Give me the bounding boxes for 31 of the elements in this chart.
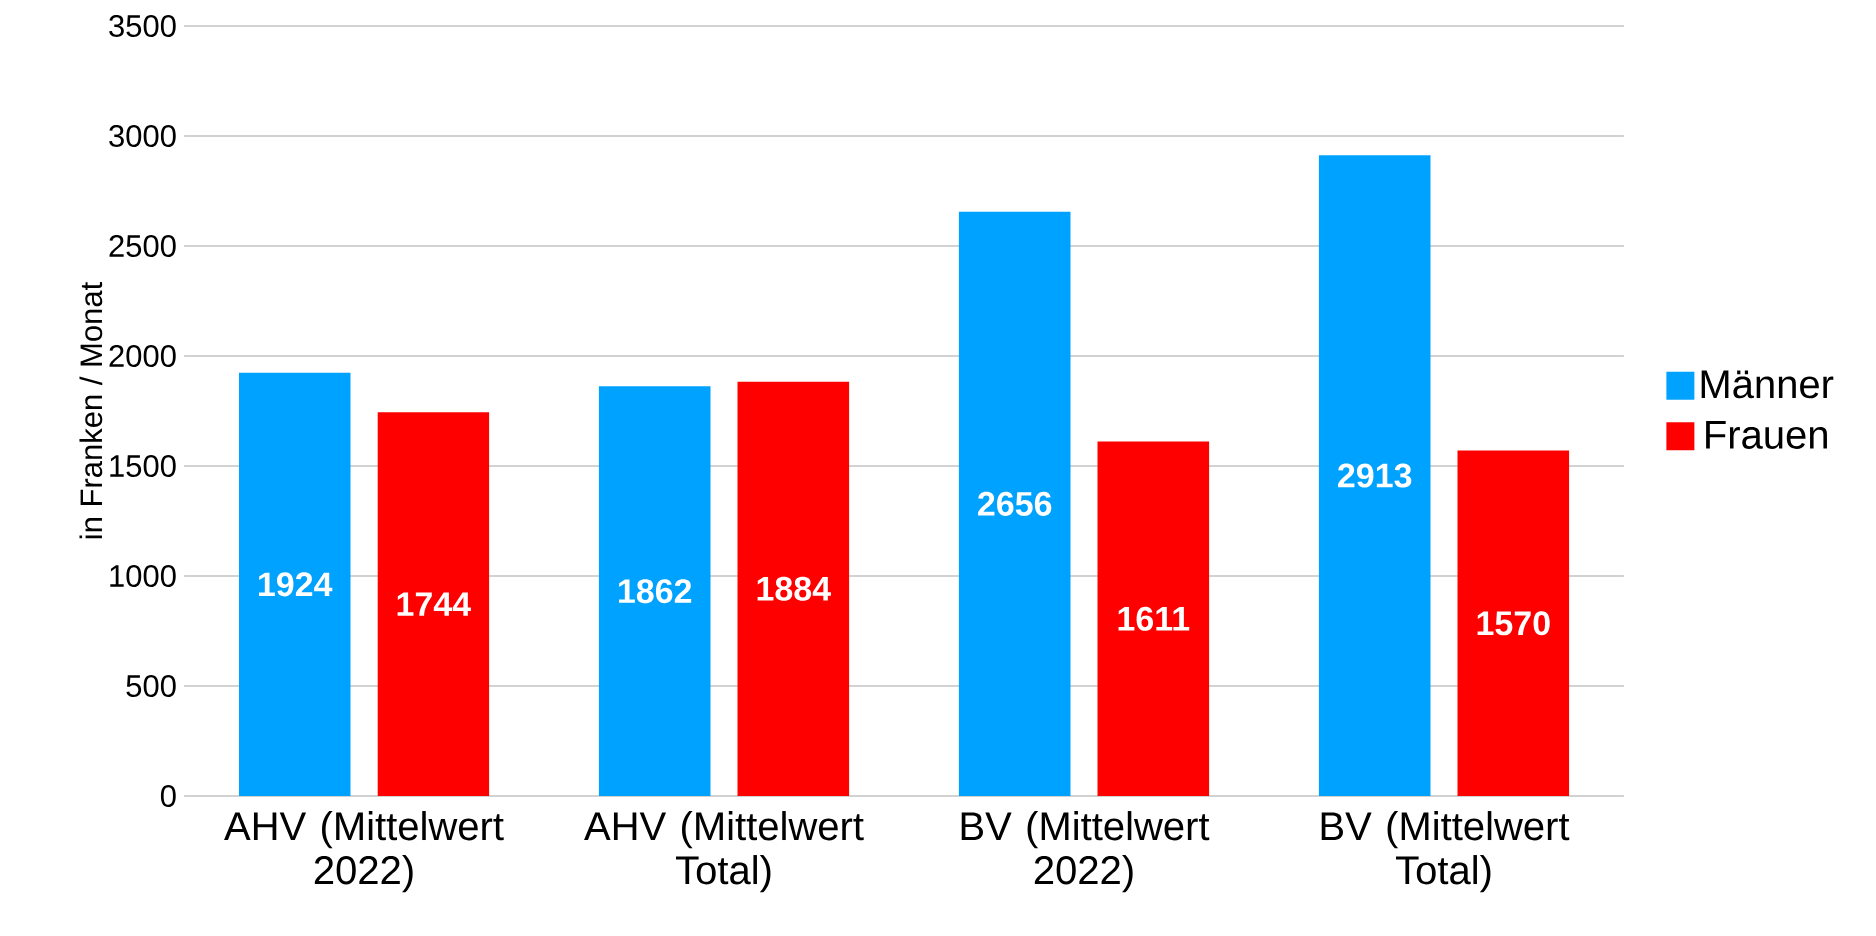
- bar: [1318, 155, 1431, 796]
- y-tick-label: 500: [126, 675, 176, 697]
- data-label: 2913: [1338, 463, 1412, 488]
- data-label: 2656: [978, 491, 1052, 516]
- y-tick-label: 2500: [109, 235, 176, 257]
- data-label: 1862: [619, 579, 692, 604]
- y-tick-label: 0: [160, 785, 176, 807]
- legend-label: Männer: [1701, 370, 1834, 399]
- y-axis-title: in Franken / Monat: [79, 282, 103, 539]
- y-tick-label: 2000: [109, 345, 176, 367]
- bar: [1457, 450, 1570, 796]
- data-label: 1570: [1477, 611, 1550, 636]
- x-tick-label: BV (Mittelwert 2022): [961, 811, 1210, 893]
- x-tick-label: AHV (Mittelwert 2022): [224, 811, 504, 893]
- y-tick-label: 1000: [110, 565, 176, 587]
- data-label: 1744: [397, 592, 471, 616]
- legend-label: Frauen: [1706, 421, 1827, 449]
- bar: [238, 372, 351, 796]
- y-tick-label: 3000: [109, 125, 176, 147]
- data-label: 1924: [259, 572, 333, 597]
- x-tick-label: AHV (Mittelwert Total): [584, 811, 864, 893]
- data-label: 1611: [1118, 606, 1190, 631]
- x-tick-label: BV (Mittelwert Total): [1321, 811, 1570, 893]
- bar: [737, 381, 850, 796]
- bar: [377, 412, 490, 796]
- data-label: 1884: [757, 576, 831, 601]
- y-tick-label: 1500: [110, 455, 176, 477]
- bar: [958, 211, 1071, 796]
- bar: [598, 386, 711, 796]
- y-tick-label: 3500: [109, 15, 176, 37]
- bar: [1097, 441, 1210, 796]
